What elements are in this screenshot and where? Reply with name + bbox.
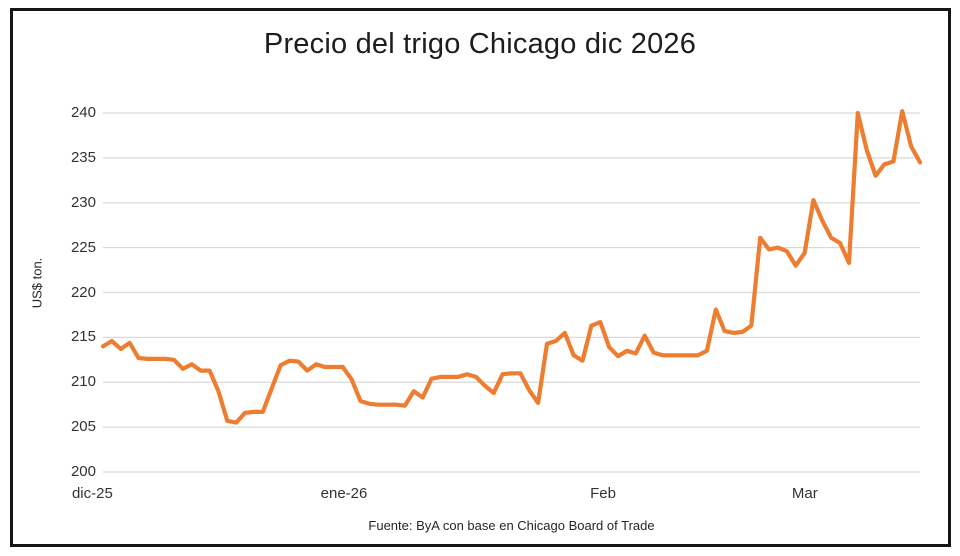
- y-tick-label: 205: [70, 418, 96, 436]
- y-tick-label: 235: [70, 148, 96, 166]
- y-tick-label: 230: [70, 193, 96, 211]
- x-tick-label: dic-25: [71, 485, 113, 502]
- y-tick-label: 225: [70, 238, 96, 256]
- y-tick-label: 215: [70, 328, 96, 346]
- y-tick-label: 220: [70, 283, 96, 301]
- x-tick-label: ene-26: [320, 485, 368, 502]
- y-axis-title: US$ ton.: [29, 257, 45, 309]
- x-tick-label: Mar: [791, 485, 818, 502]
- plot-area: [100, 109, 923, 473]
- chart-title: Precio del trigo Chicago dic 2026: [263, 28, 697, 60]
- x-tick-label: Feb: [590, 485, 616, 502]
- price-line-chart: [100, 109, 923, 473]
- y-tick-label: 200: [70, 463, 96, 480]
- chart-border-frame: [10, 8, 951, 547]
- price-series-line: [100, 109, 923, 425]
- source-note: Fuente: ByA con base en Chicago Board of…: [368, 518, 655, 533]
- y-tick-label: 240: [70, 104, 96, 121]
- y-tick-label: 210: [70, 373, 96, 391]
